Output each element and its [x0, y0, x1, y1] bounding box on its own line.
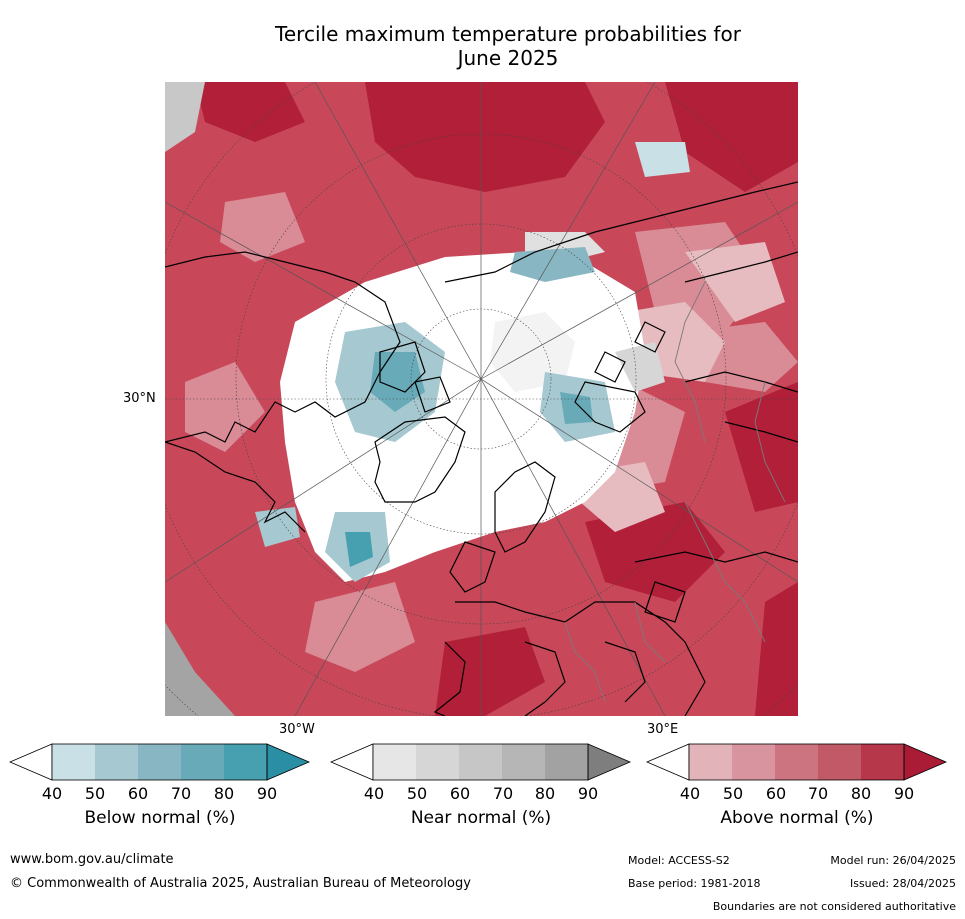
colorbar-above-normal-svg [645, 743, 948, 781]
cbar-below-tick-60: 60 [127, 784, 149, 803]
cbar-above-tick-40: 40 [679, 784, 701, 803]
model-run-text: Model run: 26/04/2025 [830, 854, 956, 867]
title-line-1: Tercile maximum temperature probabilitie… [275, 22, 741, 46]
cbar-below-tick-40: 40 [41, 784, 63, 803]
polar-map [165, 82, 798, 716]
cbar-above-title: Above normal (%) [720, 808, 874, 828]
chart-title: Tercile maximum temperature probabilitie… [160, 22, 856, 70]
colorbar-near-normal-svg [329, 743, 632, 781]
cbar-near-tick-90: 90 [577, 784, 599, 803]
cbar-above-tick-50: 50 [722, 784, 744, 803]
colorbar-above-normal: 40 50 60 70 80 90 Above normal (%) [645, 743, 948, 828]
cbar-near-tick-70: 70 [492, 784, 514, 803]
website-link[interactable]: www.bom.gov.au/climate [10, 852, 174, 867]
colorbar-below-normal-svg [8, 743, 311, 781]
meridians [165, 82, 798, 716]
above-normal-90-regions [195, 82, 798, 716]
cbar-near-tick-40: 40 [363, 784, 385, 803]
cbar-near-title: Near normal (%) [410, 808, 552, 828]
country-borders [564, 281, 786, 703]
copyright-text: © Commonwealth of Australia 2025, Austra… [10, 876, 471, 891]
cbar-near-tick-50: 50 [406, 784, 428, 803]
cbar-below-title: Below normal (%) [84, 808, 236, 828]
longitude-label-west: 30°W [279, 722, 315, 737]
colorbar-below-normal: 40 50 60 70 80 90 Below normal (%) [8, 743, 311, 828]
cbar-above-tick-70: 70 [807, 784, 829, 803]
model-text: Model: ACCESS-S2 [628, 854, 730, 867]
longitude-label-east: 30°E [647, 722, 679, 737]
colorbar-near-normal: 40 50 60 70 80 90 Near normal (%) [329, 743, 632, 828]
issued-text: Issued: 28/04/2025 [849, 877, 956, 890]
coastlines [165, 181, 798, 716]
cbar-above-tick-90: 90 [893, 784, 915, 803]
title-line-2: June 2025 [457, 46, 559, 70]
cbar-below-tick-70: 70 [170, 784, 192, 803]
cbar-above-tick-80: 80 [850, 784, 872, 803]
boundaries-disclaimer: Boundaries are not considered authoritat… [712, 900, 956, 913]
cbar-above-tick-60: 60 [765, 784, 787, 803]
cbar-near-tick-60: 60 [449, 784, 471, 803]
cbar-near-tick-80: 80 [534, 784, 556, 803]
cbar-below-tick-50: 50 [84, 784, 106, 803]
cbar-below-tick-90: 90 [256, 784, 278, 803]
cbar-below-tick-80: 80 [213, 784, 235, 803]
map-svg [165, 82, 798, 716]
base-period-text: Base period: 1981-2018 [628, 877, 761, 890]
latitude-label: 30°N [123, 391, 156, 406]
